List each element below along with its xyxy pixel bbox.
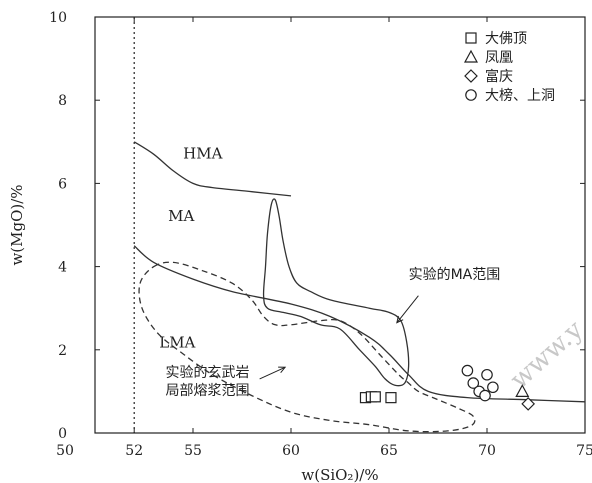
boundary-line-lower [133, 245, 586, 403]
data-point-circle [467, 377, 480, 389]
y-tick-label: 6 [58, 176, 67, 192]
x-tick-label: 75 [576, 443, 592, 459]
x-tick-label: 65 [380, 443, 398, 459]
region-label-lma: LMA [159, 334, 195, 352]
y-tick-label: 2 [58, 343, 67, 359]
data-point-square [369, 391, 381, 403]
legend-marker-diamond [464, 69, 478, 83]
region-experimental-ma [262, 198, 410, 387]
y-tick-label: 10 [49, 10, 67, 26]
x-axis-title: w(SiO₂)/% [301, 466, 378, 483]
region-label-ma: MA [168, 207, 194, 225]
legend-marker-triangle [463, 49, 479, 63]
y-tick-label: 0 [58, 426, 67, 442]
plot-frame [94, 16, 586, 434]
x-tick-label: 50 [56, 443, 74, 459]
data-point-circle [487, 381, 499, 394]
annotation-melt-range-arrowhead [278, 366, 287, 373]
annotation-ma-range-arrow [396, 295, 419, 324]
legend-label-circle: 大榜、上洞 [485, 87, 555, 104]
annotation-melt-range-line: 局部熔浆范围 [166, 382, 250, 399]
legend-marker-square [465, 32, 477, 44]
x-tick-label: 60 [282, 443, 300, 459]
x-tick-label: 70 [478, 443, 496, 459]
legend-label-triangle: 凤凰 [485, 50, 513, 66]
data-point-circle [461, 364, 474, 377]
legend-label-diamond: 富庆 [485, 68, 513, 85]
data-point-triangle [515, 384, 530, 397]
watermark-text: www.y [505, 315, 590, 395]
region-label-hma: HMA [183, 144, 222, 162]
annotation-ma-range-line: 实验的MA范围 [409, 266, 501, 283]
data-point-diamond [521, 397, 536, 411]
annotation-melt-range-line: 实验的玄武岩 [166, 364, 250, 381]
x-tick-label: 52 [125, 443, 143, 459]
boundary-line-upper [133, 141, 292, 197]
data-point-square [385, 392, 397, 404]
legend-label-square: 大佛顶 [485, 31, 527, 47]
data-point-circle [479, 389, 491, 402]
annotation-ma-range-arrowhead [396, 315, 404, 324]
plot-area: 50 52 55 60 65 70 75 0 2 4 6 8 10 w(SiO₂)/% w(MgO)/% HM… [8, 10, 592, 483]
y-axis-title: w(MgO)/% [8, 184, 26, 265]
y-tick-label: 4 [58, 260, 67, 276]
annotation-melt-range-arrow [259, 366, 286, 380]
data-point-circle [481, 368, 493, 381]
x-tick-label: 55 [184, 443, 202, 459]
legend-marker-circle [465, 89, 477, 101]
y-tick-label: 8 [58, 93, 67, 109]
